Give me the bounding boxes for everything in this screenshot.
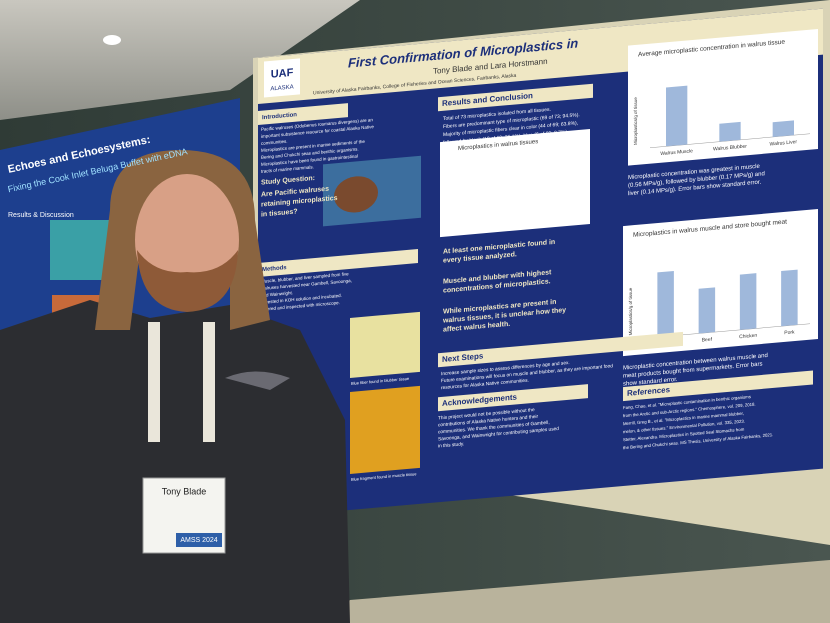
section-heading: Introduction [262, 112, 297, 121]
ceiling-light [103, 35, 121, 45]
section-heading: Methods [262, 265, 287, 273]
fragment-photo [350, 385, 420, 474]
section-heading-band [623, 370, 813, 402]
fiber-photo [350, 311, 420, 378]
section-heading-band [438, 83, 593, 112]
x-tick-label: Chicken [739, 333, 757, 341]
section-heading-band [438, 384, 588, 412]
badge-name: Tony Blade [162, 486, 207, 496]
section-heading-band [258, 249, 418, 277]
body-text: and red (1 of 69; 1.4%). [443, 144, 495, 155]
bar [719, 121, 741, 142]
beard [137, 250, 238, 312]
walrus-photo [334, 176, 378, 213]
left-poster-section: Results & Discussion [8, 212, 74, 219]
y-axis-label: Microplastics/g of tissue [628, 287, 633, 336]
badge-event: AMSS 2024 [180, 537, 217, 544]
body-text: communities. [261, 139, 287, 146]
body-text: and Wainwright. [261, 290, 293, 298]
poster-title-band [258, 8, 823, 104]
section-heading-band [438, 331, 683, 368]
logo: UAF [271, 67, 294, 81]
logo-box [264, 58, 300, 98]
bar [739, 273, 757, 330]
ceiling [0, 0, 360, 120]
x-tick-label: Beef [702, 337, 713, 344]
bar [781, 269, 798, 327]
hoodie-logo [225, 371, 290, 390]
badge-band [176, 533, 222, 547]
section-heading: References [627, 385, 671, 398]
bar [666, 85, 688, 147]
floor [330, 560, 830, 623]
bar [698, 287, 716, 334]
photo-caption: Blue fiber found in blubber tissue [351, 376, 410, 386]
section-heading-band [258, 103, 348, 125]
body-text: show standard error. [623, 377, 678, 388]
section-heading: Study Question: [261, 175, 315, 187]
logo-sub: ALASKA [270, 84, 293, 92]
body-text: Filtered and inspected with microscope. [261, 300, 340, 312]
body-text: in this study. [438, 441, 464, 449]
lanyard [148, 322, 160, 442]
x-tick-label: Pork [784, 329, 795, 336]
tissue-chart-image [440, 128, 590, 238]
x-tick-label: Walrus Muscle [660, 148, 693, 157]
bar [772, 120, 795, 137]
bar [657, 270, 674, 338]
lanyard [203, 322, 215, 442]
photo-caption: Blue fragment found in muscle tissue [351, 471, 417, 482]
y-axis-label: Microplastics/g of tissue [633, 97, 638, 146]
x-tick-label: Walrus Blubber [713, 144, 747, 153]
body-text: in tissues? [261, 208, 298, 218]
hoodie [0, 300, 350, 623]
body-text: tracts of marine mammals. [261, 164, 314, 174]
section-heading: Next Steps [442, 351, 484, 364]
x-tick-label: Walrus Liver [770, 139, 798, 147]
